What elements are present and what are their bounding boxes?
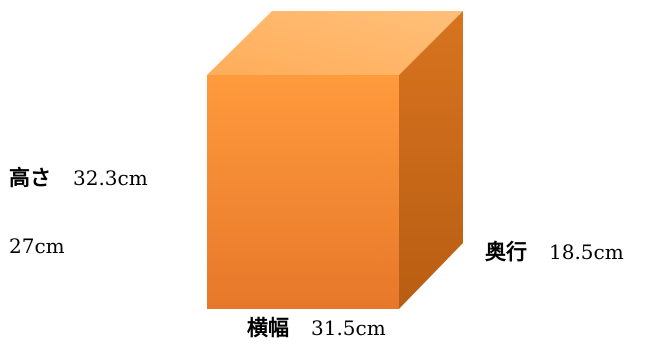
box-side-face xyxy=(399,11,463,309)
secondary-height-value: 27cm xyxy=(9,234,65,258)
box-front-face xyxy=(207,75,399,309)
height-label: 高さ xyxy=(9,166,51,190)
depth-value: 18.5cm xyxy=(549,240,624,264)
width-value: 31.5cm xyxy=(311,316,386,340)
height-value: 32.3cm xyxy=(73,166,148,190)
height-dimension: 高さ 32.3cm xyxy=(9,168,148,189)
width-label: 横幅 xyxy=(247,316,289,340)
box-top-face xyxy=(207,11,463,75)
depth-label: 奥行 xyxy=(485,240,527,264)
width-dimension: 横幅 31.5cm xyxy=(247,318,386,339)
depth-dimension: 奥行 18.5cm xyxy=(485,242,624,263)
